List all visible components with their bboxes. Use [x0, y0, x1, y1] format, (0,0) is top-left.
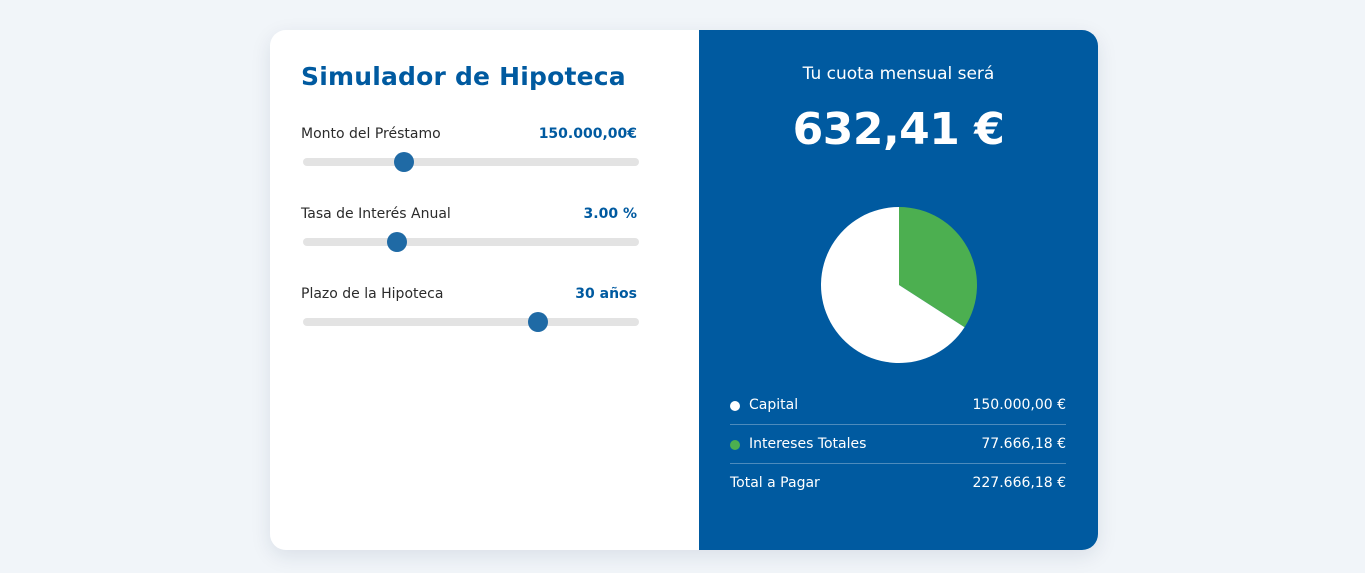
- page-title: Simulador de Hipoteca: [301, 62, 626, 91]
- interest-rate-field: Tasa de Interés Anual 3.00 %: [301, 206, 639, 266]
- mortgage-term-slider-thumb[interactable]: [528, 312, 549, 332]
- mortgage-term-value: 30 años: [575, 286, 637, 302]
- loan-amount-field: Monto del Préstamo 150.000,00€: [301, 126, 639, 186]
- pie-slice-interest: [899, 207, 977, 328]
- legend-label: Capital: [749, 397, 799, 413]
- monthly-payment-label: Tu cuota mensual será: [802, 64, 995, 84]
- legend-value: 227.666,18 €: [972, 475, 1066, 491]
- legend-value: 77.666,18 €: [981, 436, 1066, 452]
- interest-rate-label: Tasa de Interés Anual: [301, 206, 451, 222]
- legend-label: Intereses Totales: [749, 436, 867, 452]
- interest-rate-slider-thumb[interactable]: [387, 232, 408, 252]
- mortgage-term-label: Plazo de la Hipoteca: [301, 286, 444, 302]
- interest-rate-slider[interactable]: [303, 232, 639, 252]
- loan-amount-slider-thumb[interactable]: [393, 152, 414, 172]
- interest-dot-icon: [730, 440, 740, 450]
- simulator-panel: Simulador de Hipoteca Monto del Préstamo…: [270, 30, 699, 550]
- loan-amount-value: 150.000,00€: [538, 126, 637, 142]
- mortgage-term-slider[interactable]: [303, 312, 639, 332]
- loan-amount-slider[interactable]: [303, 152, 639, 172]
- legend-label: Total a Pagar: [730, 475, 820, 491]
- mortgage-simulator-card: Simulador de Hipoteca Monto del Préstamo…: [270, 30, 1098, 550]
- loan-amount-label: Monto del Préstamo: [301, 126, 441, 142]
- legend-row-total: Total a Pagar 227.666,18 €: [730, 464, 1066, 502]
- breakdown-pie-chart: [821, 207, 977, 363]
- monthly-payment-amount: 632,41 €: [792, 104, 1005, 155]
- result-panel: Tu cuota mensual será 632,41 € Capital 1…: [699, 30, 1098, 550]
- capital-dot-icon: [730, 401, 740, 411]
- legend-value: 150.000,00 €: [972, 397, 1066, 413]
- legend-row-capital: Capital 150.000,00 €: [730, 386, 1066, 425]
- breakdown-legend: Capital 150.000,00 € Intereses Totales 7…: [730, 386, 1066, 502]
- mortgage-term-field: Plazo de la Hipoteca 30 años: [301, 286, 639, 346]
- legend-row-interest: Intereses Totales 77.666,18 €: [730, 425, 1066, 464]
- pie-slice-capital: [821, 207, 965, 363]
- interest-rate-value: 3.00 %: [583, 206, 637, 222]
